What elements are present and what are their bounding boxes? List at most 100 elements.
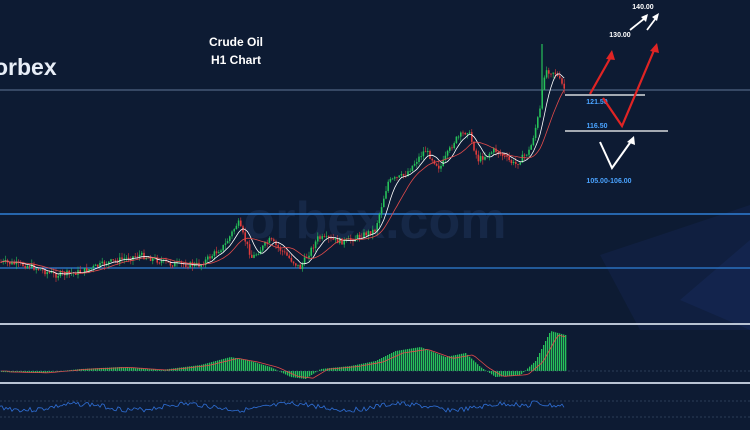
candle-body [270, 238, 273, 240]
candle-body [471, 132, 473, 142]
candle-body [116, 260, 119, 263]
red-arrow-up-1 [589, 54, 613, 95]
oscillator-bar [187, 366, 189, 371]
candle-body [310, 247, 312, 256]
candle-body [374, 229, 376, 232]
candle-body [110, 259, 112, 262]
oscillator-bar [379, 359, 381, 371]
candle-body [277, 245, 279, 248]
oscillator-bar [143, 368, 145, 371]
oscillator-bar [261, 364, 263, 371]
oscillator-bar [517, 371, 519, 376]
level-label-121: 121.50 [586, 99, 608, 106]
oscillator-bar [447, 356, 449, 371]
oscillator-bar [281, 371, 283, 373]
oscillator-bar [525, 370, 527, 371]
candle-body [490, 152, 493, 154]
oscillator-bar [195, 365, 197, 371]
candle-body [11, 262, 13, 265]
candle-body [510, 160, 513, 164]
candle-body [545, 70, 548, 78]
oscillator-bar [403, 349, 405, 371]
oscillator-bar [25, 371, 27, 373]
candle-body [297, 264, 299, 266]
oscillator-bar [427, 349, 429, 371]
candle-body [332, 238, 334, 240]
oscillator-bar [515, 371, 517, 376]
oscillator-bar [475, 362, 477, 371]
candle-body [378, 214, 381, 224]
oscillator-bar [459, 354, 461, 371]
oscillator-bar [51, 371, 53, 372]
oscillator-bar [159, 369, 161, 371]
oscillator-bar [117, 367, 119, 371]
candle-body [255, 254, 257, 256]
oscillator-bar [237, 358, 239, 371]
oscillator-bar [59, 371, 61, 372]
candle-body [189, 262, 191, 268]
oscillator-bar [217, 360, 219, 371]
oscillator-bar [89, 368, 91, 371]
oscillator-bar [229, 357, 231, 371]
oscillator-bar [115, 367, 117, 371]
oscillator-bar [541, 349, 543, 371]
candle-body [88, 268, 90, 272]
oscillator-bar [305, 371, 307, 379]
candle-body [523, 154, 526, 156]
oscillator-bar [375, 361, 377, 371]
oscillator-bar [363, 363, 365, 371]
oscillator-bar [119, 367, 121, 371]
oscillator-bar [3, 371, 5, 373]
watermark-text: orbex.com [244, 192, 507, 250]
candle-body [248, 244, 251, 255]
oscillator-bar [561, 333, 563, 371]
candle-body [286, 252, 288, 256]
candle-body [504, 156, 506, 157]
oscillator-bar [263, 364, 265, 371]
oscillator-bar [15, 371, 17, 373]
oscillator-bar [111, 367, 113, 371]
candle-body [345, 239, 348, 241]
white-arrow-1-head [641, 14, 648, 22]
oscillator-bar [413, 348, 415, 371]
oscillator-bar [211, 362, 213, 371]
candle-body [26, 265, 29, 269]
oscillator-bar [63, 370, 65, 372]
oscillator-bar [323, 368, 325, 371]
oscillator-bar [331, 367, 333, 371]
candle-body [229, 236, 231, 242]
oscillator-bar [549, 333, 551, 371]
oscillator-bar [321, 368, 323, 371]
oscillator-bar [223, 358, 225, 371]
candle-body [231, 231, 233, 237]
oscillator-bar [201, 364, 203, 371]
oscillator-bar [243, 359, 245, 371]
candle-body [319, 236, 321, 239]
candle-body [134, 256, 136, 258]
candle-body [284, 251, 286, 253]
candle-body [114, 260, 117, 261]
candle-body [303, 257, 306, 264]
oscillator-bar [393, 352, 395, 371]
oscillator-bar [37, 371, 39, 373]
candle-body [204, 259, 207, 266]
oscillator-bar [443, 356, 445, 371]
oscillator-bar [353, 365, 355, 371]
candle-body [468, 132, 471, 134]
oscillator-bar [255, 362, 257, 371]
candle-body [55, 273, 57, 278]
oscillator-bar [267, 366, 269, 371]
candle-body [488, 153, 491, 157]
oscillator-bar [483, 369, 485, 371]
oscillator-bar [347, 366, 349, 371]
candle-body [292, 261, 295, 264]
candle-body [446, 150, 449, 156]
candle-body [541, 89, 543, 109]
oscillator-bar [145, 368, 147, 371]
level-label-130: 130.00 [609, 32, 631, 39]
oscillator-bar [291, 371, 293, 378]
candle-body [15, 261, 18, 265]
candle-body [154, 257, 156, 259]
candle-body [352, 240, 354, 242]
candle-body [457, 136, 460, 138]
